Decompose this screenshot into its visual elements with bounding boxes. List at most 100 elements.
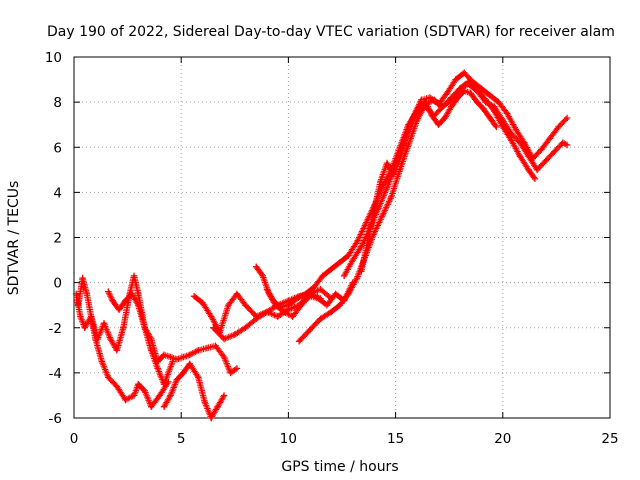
data-point (180, 353, 187, 361)
data-point (538, 146, 545, 153)
data-point (533, 166, 541, 174)
data-point (390, 171, 397, 178)
data-point (508, 137, 515, 144)
data-point (109, 297, 116, 304)
data-point (298, 301, 305, 309)
y-tick-label: -6 (49, 411, 62, 427)
series-track-11 (358, 87, 500, 275)
data-point (461, 69, 468, 76)
data-point (147, 403, 155, 410)
data-point (225, 301, 232, 309)
data-point (317, 315, 324, 322)
data-point (280, 308, 288, 316)
data-point (512, 126, 519, 133)
data-point (87, 313, 95, 320)
data-point (186, 360, 193, 368)
data-point (156, 392, 163, 399)
data-point (253, 315, 260, 322)
data-point (201, 399, 208, 406)
x-tick-label: 10 (280, 431, 297, 447)
data-layer (72, 69, 571, 422)
data-point (422, 98, 429, 106)
data-point (323, 301, 331, 309)
data-point (167, 353, 174, 361)
y-tick-label: 4 (53, 185, 62, 201)
y-tick-label: 0 (53, 276, 62, 292)
data-point (495, 98, 502, 106)
x-tick-label: 20 (494, 431, 511, 447)
series-track-2 (72, 272, 176, 388)
y-tick-label: 6 (53, 140, 62, 156)
data-point (377, 177, 384, 185)
data-point (396, 155, 404, 162)
data-point (362, 220, 369, 228)
data-point (77, 313, 84, 320)
data-point (315, 295, 322, 302)
data-point (128, 290, 136, 298)
data-point (415, 103, 423, 110)
data-point (531, 175, 539, 183)
data-point (113, 347, 121, 354)
data-point (306, 326, 314, 334)
data-point (199, 299, 206, 307)
data-point (486, 114, 494, 122)
data-point (295, 338, 303, 345)
data-point (353, 274, 361, 282)
y-tick-label: 8 (53, 95, 62, 111)
data-point (546, 135, 554, 142)
data-point (220, 392, 228, 399)
data-point (493, 123, 500, 131)
data-point (160, 351, 168, 359)
data-point (214, 403, 221, 410)
data-point (167, 392, 174, 399)
series-track-1 (75, 274, 172, 410)
data-point (285, 301, 292, 309)
data-point (190, 292, 198, 300)
data-point (107, 335, 114, 343)
data-point (274, 313, 281, 320)
x-tick-label: 15 (387, 431, 404, 447)
data-point (503, 110, 511, 117)
data-point (186, 351, 193, 359)
data-point (72, 290, 80, 298)
data-point (563, 141, 571, 149)
data-point (302, 290, 309, 298)
x-tick-label: 25 (601, 431, 618, 447)
data-point (105, 288, 112, 295)
grid (74, 57, 610, 418)
data-point (160, 380, 168, 388)
data-point (130, 272, 138, 280)
data-point (98, 358, 106, 365)
data-point (120, 324, 127, 331)
data-point (345, 252, 352, 259)
data-point (83, 290, 91, 298)
data-point (135, 301, 142, 309)
data-point (173, 376, 181, 383)
data-point (233, 290, 241, 298)
data-point (439, 103, 446, 110)
y-tick-label: -4 (49, 366, 62, 382)
data-point (141, 324, 148, 331)
data-point (456, 85, 464, 92)
data-point (173, 356, 181, 363)
series-trace (72, 272, 176, 388)
data-point (345, 290, 352, 298)
data-point (454, 94, 461, 101)
data-point (388, 193, 395, 201)
data-point (208, 414, 215, 422)
data-point (253, 263, 260, 271)
data-point (435, 121, 442, 128)
data-point (461, 87, 468, 95)
axis-ticks: 0 5 10 15 20 25 -6 -4 -2 0 2 4 6 8 10 (45, 50, 619, 447)
data-point (340, 272, 348, 280)
data-point (130, 392, 138, 399)
data-point (467, 89, 474, 97)
chart-title: Day 190 of 2022, Sidereal Day-to-day VTE… (47, 24, 615, 40)
y-tick-label: 10 (45, 50, 62, 66)
data-point (559, 139, 567, 146)
data-point (370, 207, 378, 214)
x-tick-label: 0 (70, 431, 79, 447)
data-point (208, 313, 215, 320)
data-point (525, 166, 532, 174)
data-point (486, 92, 494, 99)
